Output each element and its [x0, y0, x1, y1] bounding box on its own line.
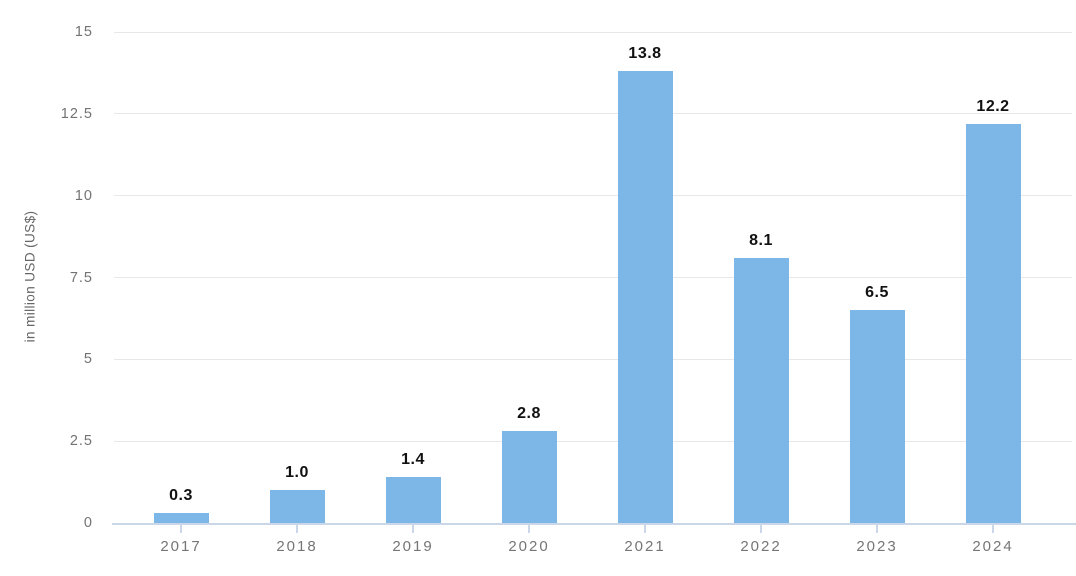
- bar-2021: [617, 71, 673, 523]
- bar-value-label: 6.5: [865, 284, 889, 302]
- bar-2019: [385, 477, 441, 523]
- y-tick-label: 0: [83, 515, 93, 531]
- x-tick-mark: [876, 525, 878, 533]
- x-tick-mark: [180, 525, 182, 533]
- x-tick-mark: [760, 525, 762, 533]
- x-tick-label: 2022: [740, 538, 782, 555]
- gridline: [114, 358, 1072, 360]
- y-tick-label: 2.5: [69, 433, 93, 450]
- x-tick-label: 2024: [972, 538, 1014, 555]
- x-tick-label: 2019: [392, 538, 434, 555]
- x-tick-label: 2020: [508, 538, 550, 555]
- x-tick-label: 2017: [160, 538, 202, 555]
- x-tick-mark: [412, 525, 414, 533]
- x-axis-line: [112, 523, 1076, 525]
- gridline: [114, 277, 1072, 278]
- y-tick-label: 7.5: [69, 269, 93, 286]
- x-tick-label: 2018: [276, 538, 318, 555]
- x-tick-mark: [296, 525, 298, 533]
- y-tick-label: 5: [83, 351, 93, 368]
- y-tick-label: 15: [74, 24, 93, 40]
- y-tick-label: 10: [74, 187, 93, 204]
- bar-2024: [965, 123, 1021, 523]
- gridline: [114, 113, 1072, 115]
- bar-2017: [153, 513, 209, 523]
- bar-2018: [269, 490, 325, 523]
- gridline: [114, 195, 1072, 197]
- x-tick-mark: [528, 525, 530, 533]
- x-tick-label: 2023: [856, 538, 898, 555]
- bar-value-label: 2.8: [517, 405, 541, 423]
- bar-value-label: 8.1: [749, 231, 773, 249]
- bar-2023: [849, 310, 905, 523]
- x-tick-mark: [644, 525, 646, 533]
- bar-2022: [733, 257, 789, 523]
- x-tick-label: 2021: [624, 538, 666, 555]
- gridline: [114, 440, 1072, 442]
- bar-2020: [501, 431, 557, 523]
- y-tick-label: 12.5: [60, 105, 93, 122]
- gridline: [114, 31, 1072, 33]
- bar-value-label: 0.3: [169, 487, 193, 505]
- bar-value-label: 12.2: [976, 97, 1010, 115]
- bar-value-label: 13.8: [628, 45, 662, 63]
- bar-value-label: 1.4: [401, 451, 425, 469]
- x-tick-mark: [992, 525, 994, 533]
- bar-value-label: 1.0: [285, 464, 309, 482]
